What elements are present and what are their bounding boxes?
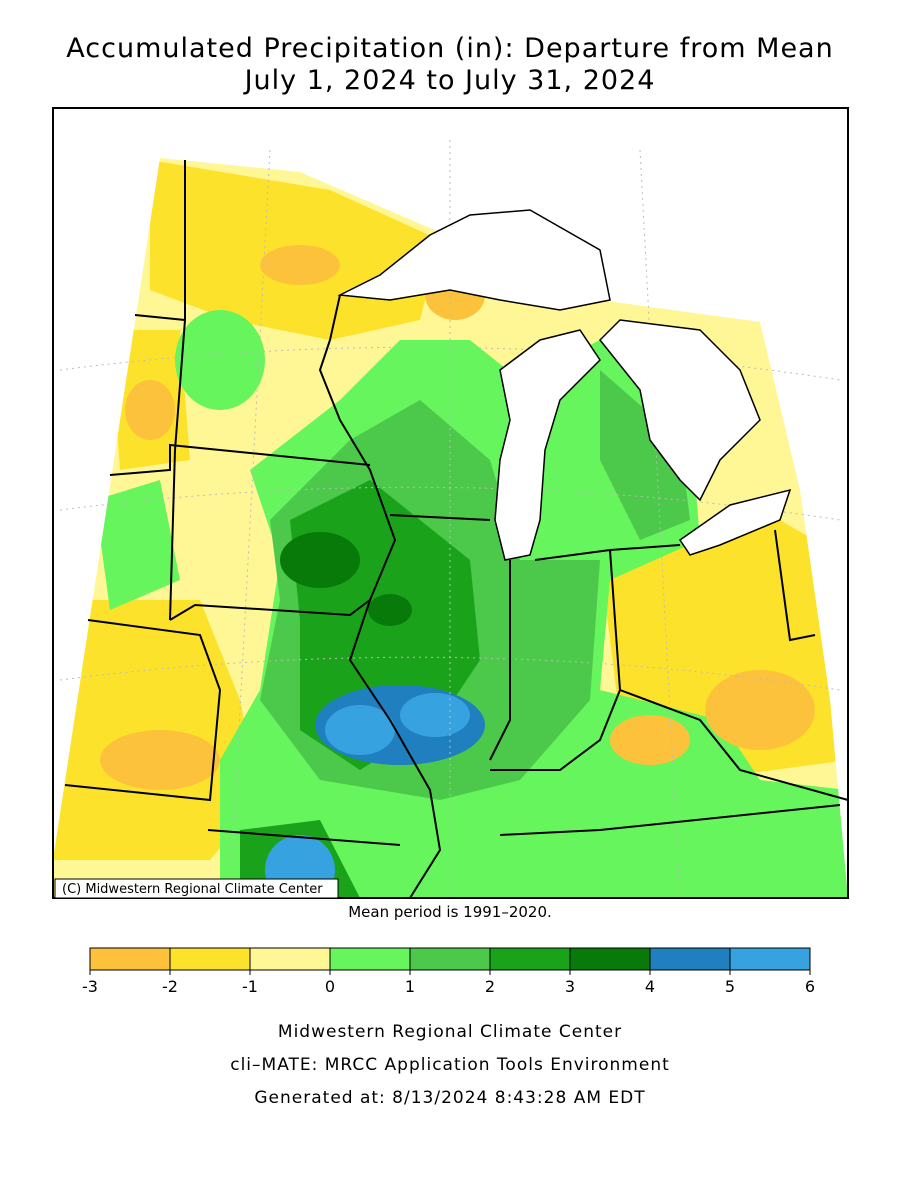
legend-swatch [489, 947, 571, 971]
legend-tick-label: 2 [485, 977, 495, 996]
legend: -3 -2 -1 0 1 2 3 4 5 6 [82, 947, 815, 996]
legend-swatch [169, 947, 251, 971]
legend-swatch [729, 947, 811, 971]
lake-erie [678, 488, 792, 556]
field [260, 245, 340, 285]
field [175, 310, 265, 410]
field [400, 693, 470, 737]
map: (C) Midwestern Regional Climate Center [52, 107, 849, 899]
legend-tick-label: 1 [405, 977, 415, 996]
legend-swatch [249, 947, 331, 971]
graticule [59, 140, 841, 899]
legend-swatch [89, 947, 171, 971]
lake-superior [337, 209, 611, 311]
copyright: (C) Midwestern Regional Climate Center [62, 882, 323, 897]
field [280, 532, 360, 588]
title: Accumulated Precipitation (in): Departur… [66, 33, 833, 64]
note: Mean period is 1991–2020. [348, 903, 552, 921]
footer-line: cli–MATE: MRCC Application Tools Environ… [230, 1055, 670, 1075]
field [95, 480, 180, 610]
copyright-box [54, 878, 339, 899]
legend-tick-label: 0 [325, 977, 335, 996]
subtitle: July 1, 2024 to July 31, 2024 [243, 65, 656, 96]
map-frame [52, 107, 849, 899]
field [600, 370, 690, 540]
state-borders [64, 160, 849, 899]
legend-tick-label: -2 [162, 977, 178, 996]
legend-tick-label: -1 [242, 977, 258, 996]
field [100, 730, 220, 790]
legend-swatch [569, 947, 651, 971]
field [125, 380, 175, 440]
lake-michigan [494, 329, 601, 561]
field [53, 600, 260, 860]
field [325, 705, 395, 755]
legend-tick-label: 5 [725, 977, 735, 996]
footer-line: Generated at: 8/13/2024 8:43:28 AM EDT [254, 1088, 645, 1108]
legend-tick-label: 3 [565, 977, 575, 996]
footer-line: Midwestern Regional Climate Center [278, 1022, 622, 1042]
legend-swatch [329, 947, 411, 971]
legend-tick-label: -3 [82, 977, 98, 996]
lake-huron [598, 319, 761, 502]
field [705, 670, 815, 750]
legend-swatch [649, 947, 731, 971]
legend-tick-label: 4 [645, 977, 655, 996]
legend-tick-label: 6 [805, 977, 815, 996]
field [368, 594, 412, 626]
field [610, 715, 690, 765]
legend-swatch [409, 947, 491, 971]
